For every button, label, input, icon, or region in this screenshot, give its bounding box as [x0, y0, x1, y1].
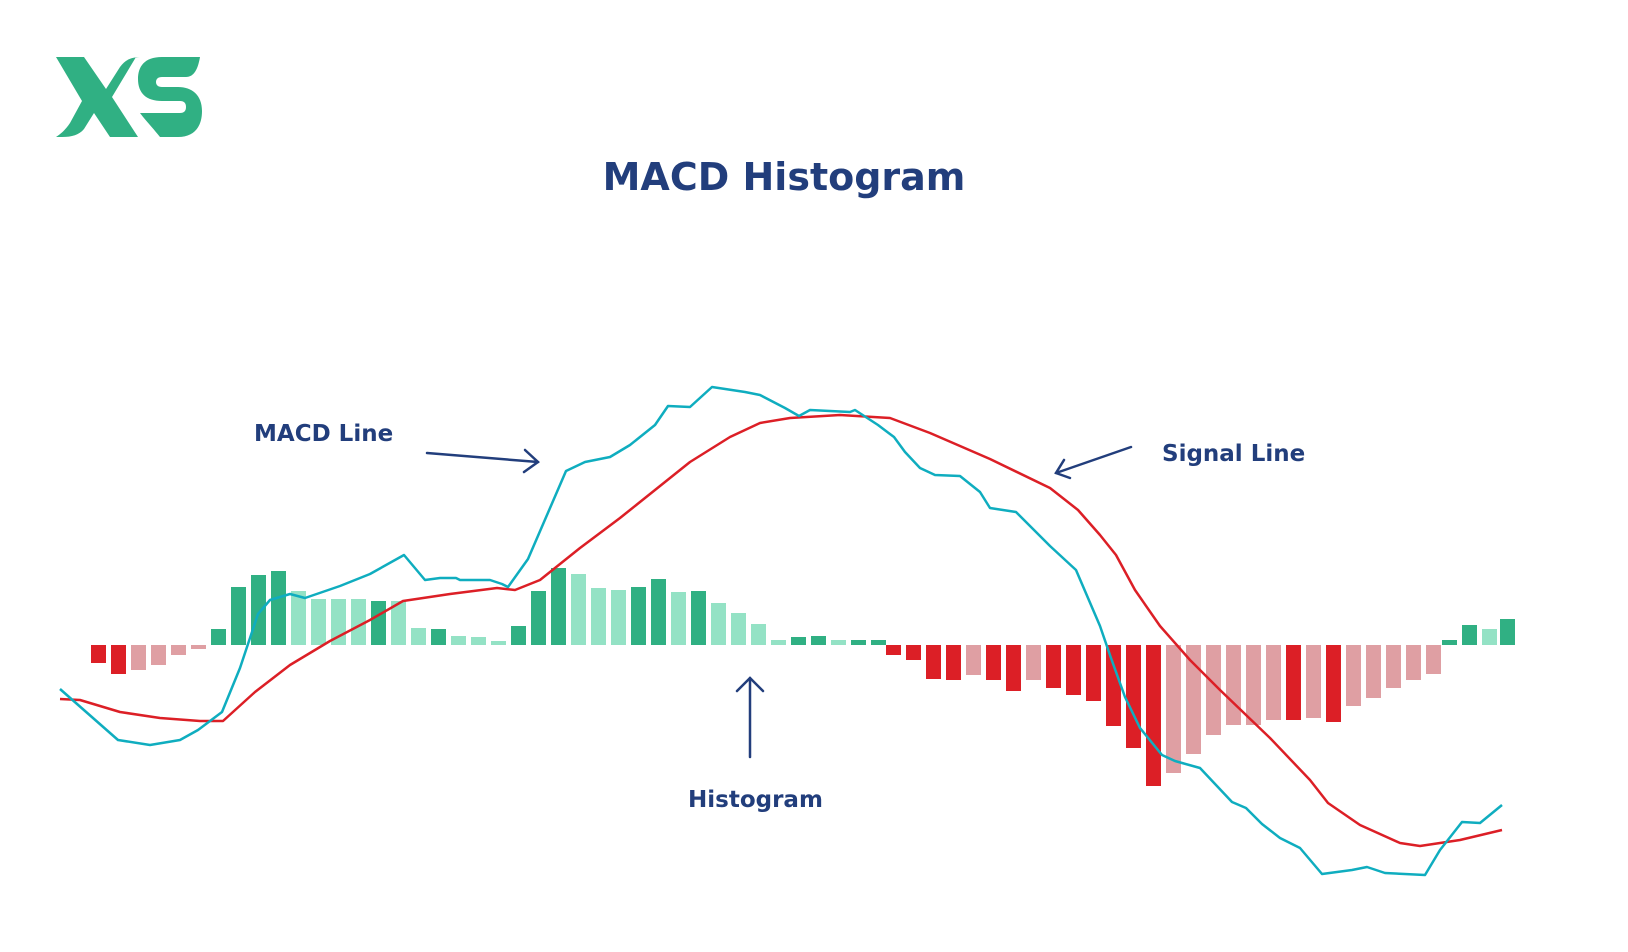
- histogram-bar: [966, 645, 981, 675]
- histogram-bar: [251, 575, 266, 645]
- histogram-bar: [1186, 645, 1201, 754]
- histogram-bar: [1066, 645, 1081, 695]
- histogram-bar: [691, 591, 706, 645]
- histogram-bar: [131, 645, 146, 670]
- histogram-bar: [311, 599, 326, 645]
- histogram-bar: [1482, 629, 1497, 645]
- histogram-bar: [171, 645, 186, 655]
- histogram-bar: [271, 571, 286, 645]
- signal-line: [59, 413, 1503, 848]
- xs-logo: [54, 55, 204, 140]
- histogram-bar: [1442, 640, 1457, 645]
- histogram-bar: [1326, 645, 1341, 722]
- histogram-bar: [1246, 645, 1261, 725]
- histogram-bar: [631, 587, 646, 645]
- signal-line-label: Signal Line: [1162, 441, 1306, 467]
- histogram-bar: [751, 624, 766, 645]
- histogram-bars: [91, 568, 1515, 786]
- histogram-bar: [411, 628, 426, 645]
- histogram-bar: [771, 640, 786, 645]
- chart-title: MACD Histogram: [602, 155, 966, 199]
- histogram-bar: [371, 601, 386, 645]
- histogram-bar: [871, 640, 886, 645]
- histogram-bar: [611, 590, 626, 645]
- histogram-bar: [1266, 645, 1281, 720]
- histogram-bar: [1146, 645, 1161, 786]
- histogram-bar: [291, 591, 306, 645]
- histogram-bar: [651, 579, 666, 645]
- macd-arrow-icon: [425, 448, 540, 474]
- histogram-bar: [1006, 645, 1021, 691]
- histogram-bar: [1166, 645, 1181, 773]
- histogram-bar: [886, 645, 901, 655]
- histogram-bar: [831, 640, 846, 645]
- histogram-bar: [1126, 645, 1141, 748]
- histogram-bar: [1286, 645, 1301, 720]
- histogram-bar: [851, 640, 866, 645]
- histogram-bar: [111, 645, 126, 674]
- xs-logo-icon: [56, 57, 202, 137]
- histogram-bar: [1026, 645, 1041, 680]
- histogram-bar: [211, 629, 226, 645]
- histogram-bar: [791, 637, 806, 645]
- histogram-bar: [1426, 645, 1441, 674]
- histogram-bar: [711, 603, 726, 645]
- macd-line: [59, 385, 1503, 877]
- histogram-bar: [1406, 645, 1421, 680]
- histogram-bar: [926, 645, 941, 679]
- histogram-bar: [1306, 645, 1321, 718]
- histogram-label: Histogram: [688, 787, 823, 813]
- histogram-bar: [1206, 645, 1221, 735]
- histogram-arrow-icon: [735, 676, 765, 759]
- histogram-bar: [571, 574, 586, 645]
- histogram-bar: [191, 645, 206, 649]
- histogram-bar: [151, 645, 166, 665]
- histogram-bar: [811, 636, 826, 645]
- histogram-bar: [1366, 645, 1381, 698]
- histogram-bar: [351, 599, 366, 645]
- histogram-bar: [511, 626, 526, 645]
- histogram-bar: [1086, 645, 1101, 701]
- histogram-bar: [731, 613, 746, 645]
- histogram-bar: [1046, 645, 1061, 688]
- histogram-bar: [1462, 625, 1477, 645]
- histogram-bar: [1226, 645, 1241, 725]
- signal-arrow-icon: [1054, 445, 1133, 480]
- histogram-bar: [391, 601, 406, 645]
- histogram-bar: [1106, 645, 1121, 726]
- histogram-bar: [551, 568, 566, 645]
- histogram-bar: [451, 636, 466, 645]
- histogram-bar: [91, 645, 106, 663]
- histogram-bar: [1500, 619, 1515, 645]
- histogram-bar: [591, 588, 606, 645]
- histogram-bar: [671, 592, 686, 645]
- histogram-bar: [431, 629, 446, 645]
- histogram-bar: [531, 591, 546, 645]
- histogram-bar: [986, 645, 1001, 680]
- histogram-bar: [1346, 645, 1361, 706]
- histogram-bar: [906, 645, 921, 660]
- histogram-bar: [1386, 645, 1401, 688]
- macd-line-label: MACD Line: [254, 421, 394, 447]
- histogram-bar: [231, 587, 246, 645]
- histogram-bar: [946, 645, 961, 680]
- histogram-bar: [491, 641, 506, 645]
- histogram-bar: [471, 637, 486, 645]
